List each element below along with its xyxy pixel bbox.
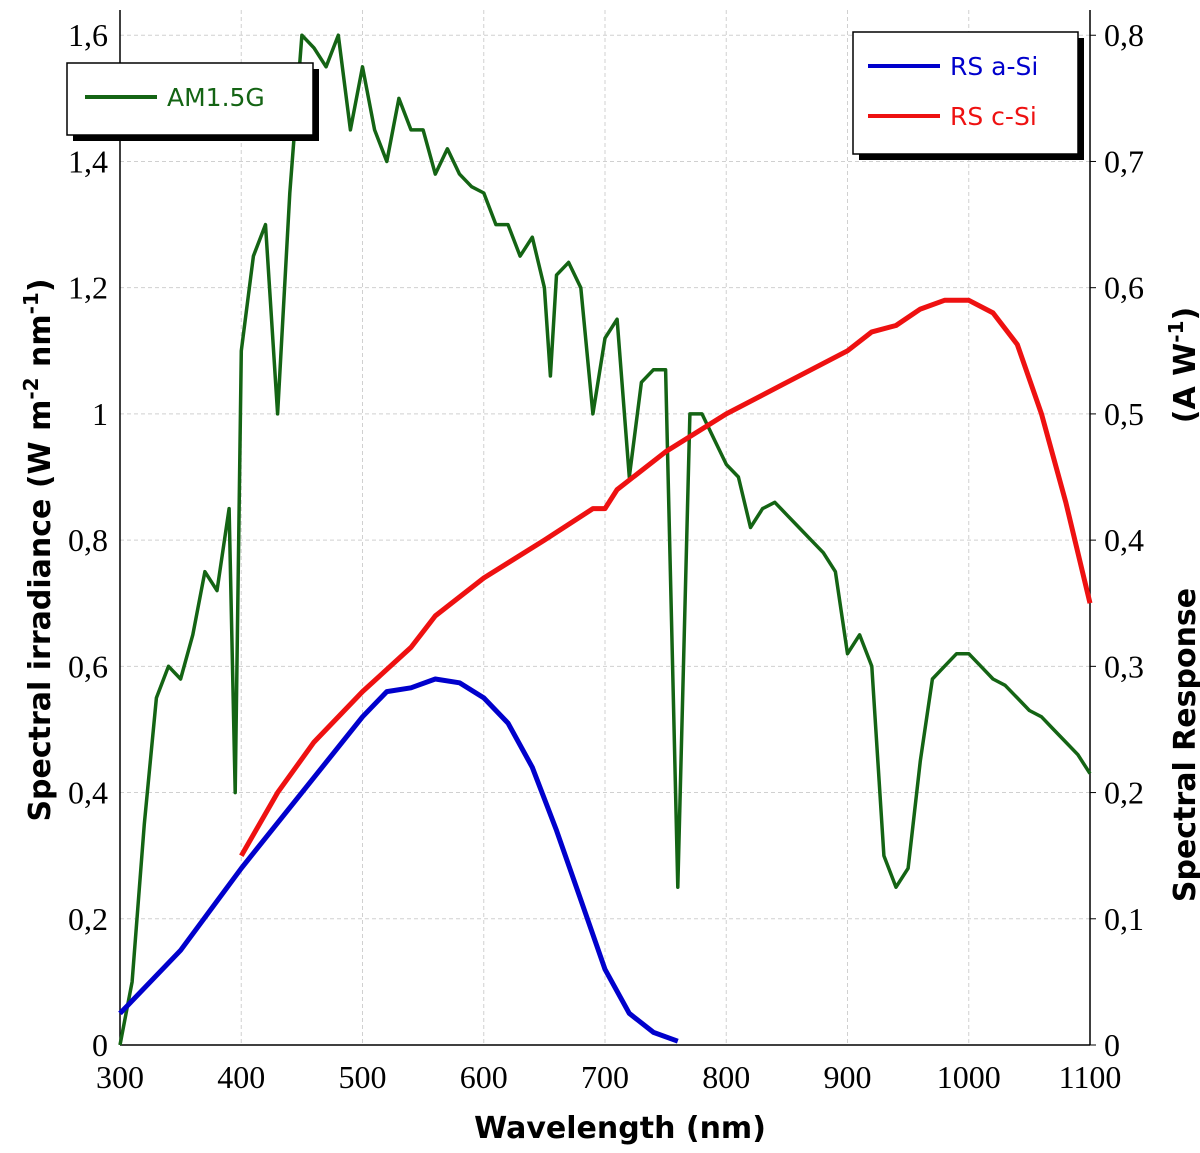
y-tick-label: 0,4 (68, 775, 108, 811)
y-axis-label-part: ) (23, 278, 58, 292)
y-axis-label-part: -1 (19, 292, 43, 314)
x-axis-label: Wavelength (nm) (474, 1111, 766, 1146)
x-tick-label: 400 (217, 1059, 265, 1095)
legend-label: RS a-Si (950, 52, 1038, 81)
y-axis-label-part: nm (23, 314, 58, 377)
x-tick-label: 600 (460, 1059, 508, 1095)
y-tick-label: 1 (92, 396, 108, 432)
x-tick-label: 900 (824, 1059, 872, 1095)
y2-tick-label: 0,6 (1104, 270, 1144, 306)
legend-label: RS c-Si (950, 102, 1037, 131)
series-line (118, 676, 679, 1044)
y2-tick-label: 0,7 (1104, 143, 1144, 179)
series-line (118, 33, 1092, 1046)
y-axis-label: Spectral irradiance (W m-2 nm-1) (19, 278, 58, 821)
y-axis-label-part: -2 (19, 377, 43, 399)
x-tick-label: 1100 (1059, 1059, 1122, 1095)
y2-tick-label: 0,1 (1104, 901, 1144, 937)
y2-tick-label: 0,3 (1104, 648, 1144, 684)
series-line (239, 297, 1093, 857)
x-tick-label: 700 (581, 1059, 629, 1095)
y2-axis-unit: (A W-1) (1164, 307, 1200, 423)
y-tick-label: 0,8 (68, 522, 108, 558)
y-tick-label: 0 (92, 1027, 108, 1063)
x-tick-label: 500 (339, 1059, 387, 1095)
y2-axis-unit-part: (A W (1168, 343, 1200, 423)
y2-tick-label: 0,4 (1104, 522, 1144, 558)
y-tick-label: 0,6 (68, 648, 108, 684)
y2-axis-label: Spectral Response (1168, 588, 1200, 902)
y2-axis-label-part: Spectral Response (1168, 588, 1200, 902)
y2-tick-label: 0,5 (1104, 396, 1144, 432)
y-tick-label: 0,2 (68, 901, 108, 937)
y2-tick-label: 0,8 (1104, 17, 1144, 53)
x-tick-label: 300 (96, 1059, 144, 1095)
y-axis-label-part: Spectral irradiance (W m (23, 400, 58, 822)
legend-box (852, 31, 1079, 155)
y-tick-label: 1,4 (68, 143, 108, 179)
y2-axis-unit-part: ) (1168, 307, 1200, 321)
y-tick-label: 1,2 (68, 270, 108, 306)
y2-tick-label: 0,2 (1104, 775, 1144, 811)
y2-axis-unit-part: -1 (1164, 321, 1188, 343)
x-tick-label: 1000 (937, 1059, 1001, 1095)
y2-tick-label: 0 (1104, 1027, 1120, 1063)
legend-label: AM1.5G (167, 83, 265, 112)
y-tick-label: 1,6 (68, 17, 108, 53)
x-tick-label: 800 (702, 1059, 750, 1095)
